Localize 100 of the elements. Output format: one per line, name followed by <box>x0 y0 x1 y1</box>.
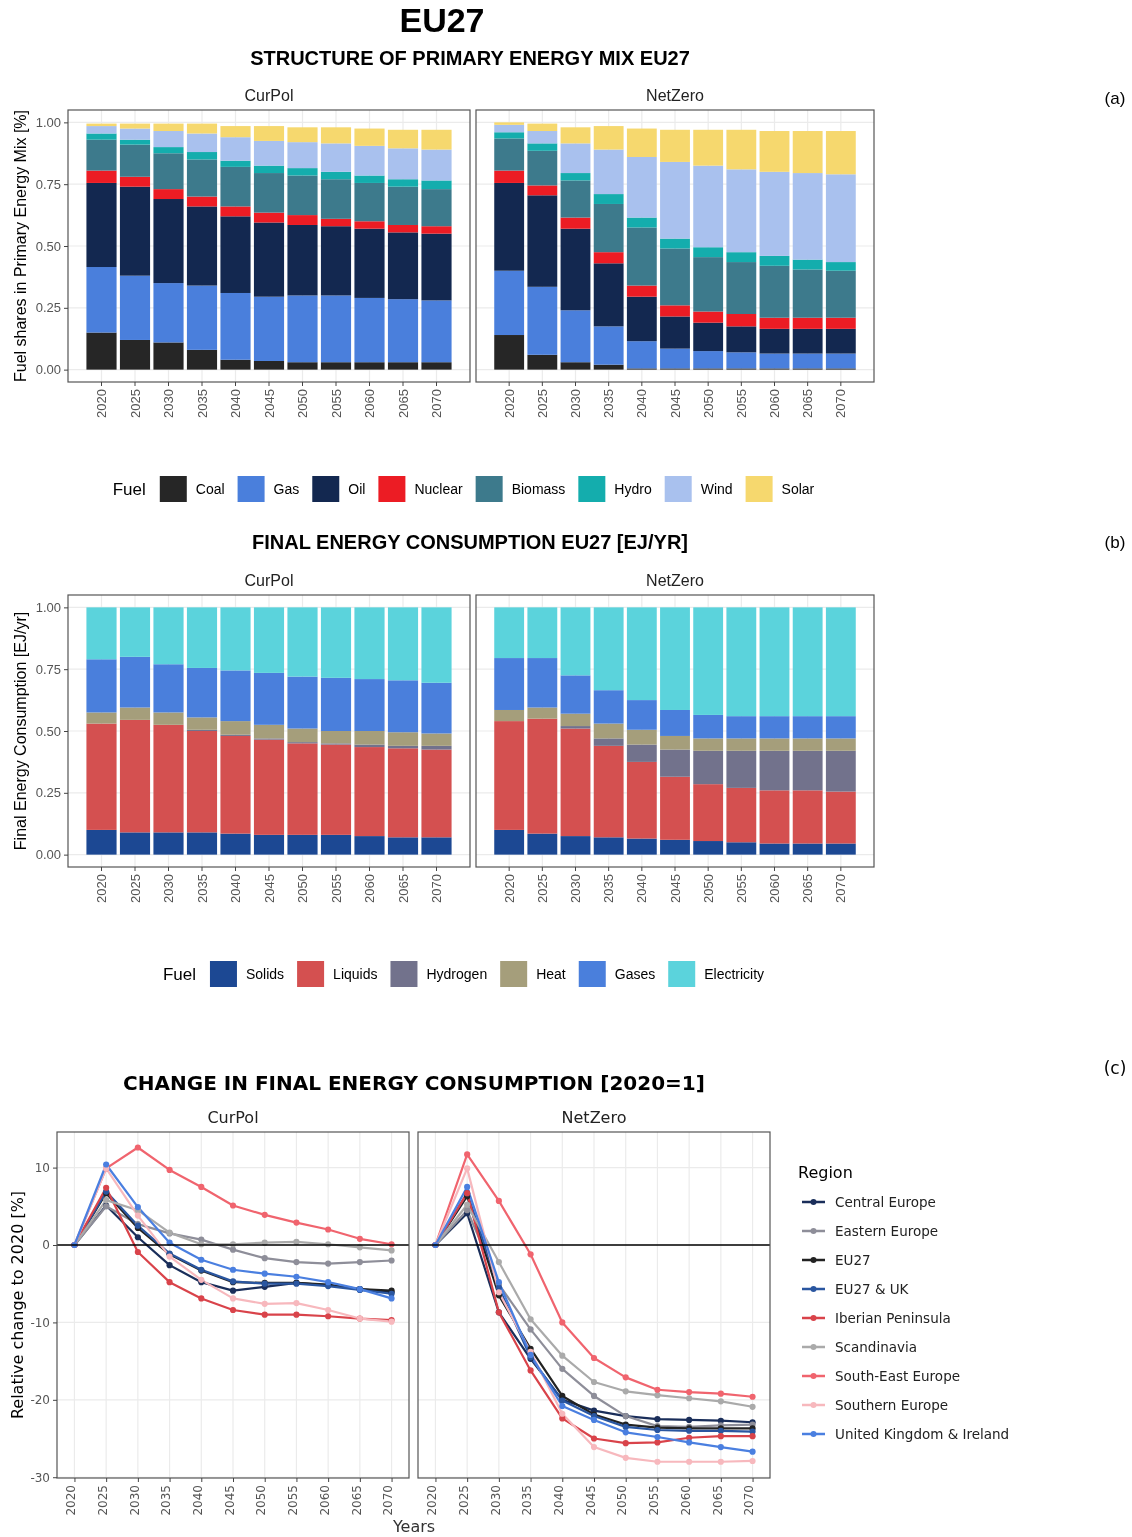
x-tick-label: 2025 <box>534 874 550 903</box>
x-tick-label: 2030 <box>127 1485 142 1516</box>
x-tick-label: 2045 <box>222 1485 237 1516</box>
x-tick-label: 2025 <box>456 1485 471 1516</box>
legend-label: Eastern Europe <box>835 1222 939 1239</box>
x-tick-label: 2045 <box>261 389 277 418</box>
x-tick-label: 2035 <box>601 389 617 418</box>
y-tick-label: 0.00 <box>35 847 61 863</box>
legend-label: Biomass <box>511 480 566 497</box>
x-tick-label: 2040 <box>228 389 244 418</box>
legend-label: Central Europe <box>835 1193 936 1210</box>
x-tick-label: 2060 <box>767 874 783 903</box>
x-tick-label: 2030 <box>161 874 177 903</box>
legend-title: Region <box>798 1162 853 1182</box>
x-tick-label: 2065 <box>395 389 411 418</box>
y-tick-label: 1.00 <box>35 115 61 131</box>
x-tick-label: 2055 <box>328 389 344 418</box>
x-tick-label: 2035 <box>159 1485 174 1516</box>
x-tick-label: 2050 <box>295 389 311 418</box>
x-tick-label: 2055 <box>733 389 749 418</box>
y-tick-label: 0.50 <box>35 723 61 739</box>
chart-title: CurPol <box>244 87 294 104</box>
x-tick-label: 2050 <box>700 389 716 418</box>
legend-label: Gas <box>273 480 300 497</box>
legend-label: Solar <box>781 480 815 497</box>
y-axis-title: Final Energy Consumption [EJ/yr] <box>11 611 29 851</box>
x-tick-label: 2035 <box>520 1485 535 1516</box>
x-tick-label: 2065 <box>349 1485 364 1516</box>
x-tick-label: 2020 <box>94 874 110 903</box>
legend-label: Liquids <box>333 965 378 982</box>
x-tick-label: 2055 <box>286 1485 301 1516</box>
x-tick-label: 2030 <box>161 389 177 418</box>
legend-label: South-East Europe <box>835 1367 961 1384</box>
y-tick-label: 10 <box>34 1160 50 1175</box>
y-tick-label: 1.00 <box>35 600 61 616</box>
legend-label: Gases <box>614 965 656 982</box>
x-tick-label: 2070 <box>742 1485 757 1516</box>
text: (a) <box>1104 88 1126 108</box>
legend-label: EU27 & UK <box>835 1280 910 1297</box>
legend-label: Hydro <box>614 480 652 497</box>
legend-label: Oil <box>348 480 366 497</box>
x-tick-label: 2060 <box>362 874 378 903</box>
x-tick-label: 2055 <box>647 1485 662 1516</box>
x-tick-label: 2070 <box>833 874 849 903</box>
y-tick-label: 0.50 <box>35 238 61 254</box>
x-tick-label: 2045 <box>667 874 683 903</box>
x-tick-label: 2040 <box>190 1485 205 1516</box>
x-tick-label: 2060 <box>317 1485 332 1516</box>
x-tick-label: 2050 <box>700 874 716 903</box>
x-tick-label: 2030 <box>568 389 584 418</box>
chart-subtitle: FINAL ENERGY CONSUMPTION EU27 [EJ/YR] <box>252 531 688 553</box>
legend-title: Fuel <box>112 479 146 499</box>
legend-label: Nuclear <box>414 480 463 497</box>
x-tick-label: 2035 <box>194 874 210 903</box>
x-tick-label: 2020 <box>501 874 517 903</box>
chart-title: NetZero <box>646 572 704 589</box>
legend-label: Wind <box>700 480 733 497</box>
x-tick-label: 2060 <box>362 389 378 418</box>
chart-subtitle: CHANGE IN FINAL ENERGY CONSUMPTION [2020=1] <box>123 1071 705 1095</box>
x-tick-label: 2025 <box>127 874 143 903</box>
x-tick-label: 2030 <box>568 874 584 903</box>
y-axis-title: Fuel shares in Primary Energy Mix [%] <box>11 109 29 383</box>
x-tick-label: 2055 <box>733 874 749 903</box>
x-tick-label: 2035 <box>194 389 210 418</box>
x-tick-label: 2055 <box>328 874 344 903</box>
x-tick-label: 2060 <box>767 389 783 418</box>
y-tick-label: 0.25 <box>35 300 61 316</box>
legend-label: Southern Europe <box>835 1396 949 1413</box>
legend-label: Solids <box>245 965 285 982</box>
legend-label: Coal <box>195 480 225 497</box>
x-tick-label: 2065 <box>800 389 816 418</box>
chart-title: CurPol <box>207 1108 259 1127</box>
x-tick-label: 2020 <box>425 1485 440 1516</box>
x-tick-label: 2045 <box>261 874 277 903</box>
x-tick-label: 2045 <box>667 389 683 418</box>
chart-title: NetZero <box>561 1108 627 1127</box>
legend-label: Hydrogen <box>426 965 488 982</box>
legend-label: United Kingdom & Ireland <box>835 1425 1010 1442</box>
x-tick-label: 2060 <box>678 1485 693 1516</box>
y-tick-label: -30 <box>30 1470 50 1485</box>
chart-subtitle: STRUCTURE OF PRIMARY ENERGY MIX EU27 <box>250 47 690 69</box>
x-tick-label: 2025 <box>534 389 550 418</box>
text: (b) <box>1104 532 1126 552</box>
x-tick-label: 2045 <box>583 1485 598 1516</box>
y-tick-label: 0 <box>42 1238 50 1253</box>
x-tick-label: 2070 <box>381 1485 396 1516</box>
legend-label: Heat <box>536 965 566 982</box>
y-tick-label: 0.25 <box>35 785 61 801</box>
x-tick-label: 2020 <box>94 389 110 418</box>
x-tick-label: 2065 <box>800 874 816 903</box>
x-tick-label: 2040 <box>634 389 650 418</box>
x-tick-label: 2030 <box>488 1485 503 1516</box>
legend-label: Electricity <box>704 965 765 982</box>
x-tick-label: 2020 <box>501 389 517 418</box>
legend-title: Fuel <box>162 964 196 984</box>
y-tick-label: -20 <box>30 1393 50 1408</box>
chart-title: NetZero <box>646 87 704 104</box>
x-tick-label: 2035 <box>601 874 617 903</box>
y-axis-title: Relative change to 2020 [%] <box>7 1190 27 1420</box>
x-tick-label: 2065 <box>395 874 411 903</box>
